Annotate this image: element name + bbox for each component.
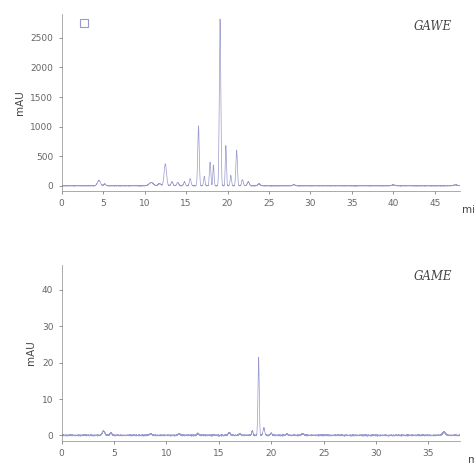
Bar <box>80 18 88 27</box>
Text: GAME: GAME <box>413 270 452 283</box>
Text: min: min <box>468 455 474 465</box>
Y-axis label: mAU: mAU <box>15 90 25 115</box>
Y-axis label: mAU: mAU <box>26 340 36 365</box>
Text: min: min <box>462 205 474 215</box>
Text: GAWE: GAWE <box>414 19 452 33</box>
